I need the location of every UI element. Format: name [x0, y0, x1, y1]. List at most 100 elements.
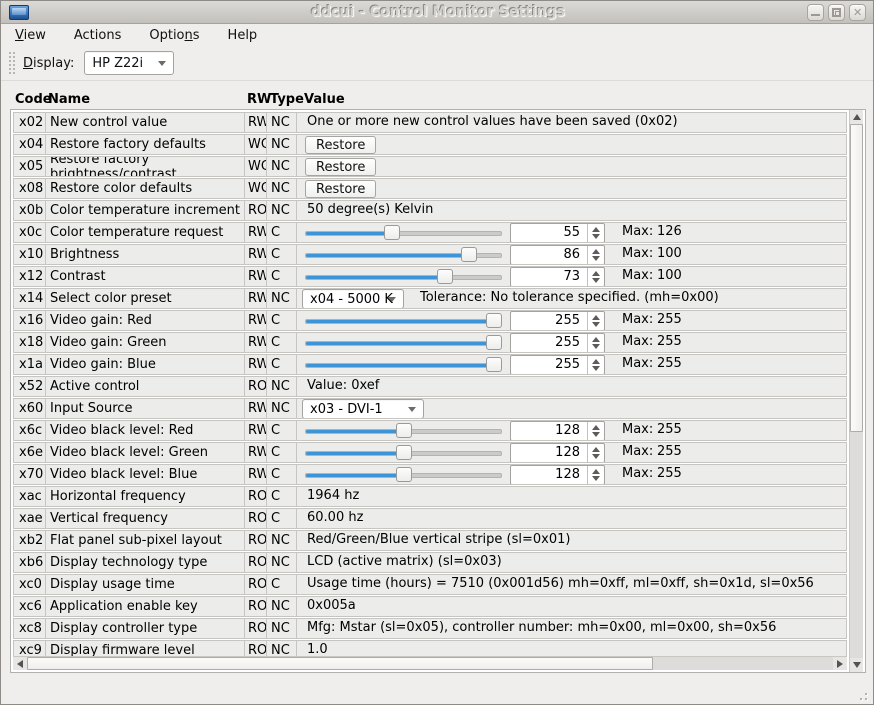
spinbox-down-icon[interactable] [592, 476, 600, 481]
scroll-up-icon[interactable] [853, 114, 861, 120]
value-slider[interactable] [305, 333, 502, 352]
value-spinbox[interactable]: 255 [510, 333, 605, 352]
restore-button[interactable]: Restore [305, 136, 377, 154]
display-combobox[interactable]: HP Z22i [84, 51, 175, 75]
value-text: Red/Green/Blue vertical stripe (sl=0x01) [307, 532, 571, 547]
slider-handle[interactable] [437, 269, 453, 284]
minimize-button[interactable] [807, 4, 824, 21]
scroll-down-icon[interactable] [853, 662, 861, 668]
value-slider[interactable] [305, 355, 502, 374]
value-spinbox[interactable]: 73 [510, 267, 605, 286]
slider-handle[interactable] [486, 357, 502, 372]
spinbox-up-icon[interactable] [592, 271, 600, 276]
horizontal-scrollbar-groove[interactable] [653, 657, 833, 670]
spinbox-up-icon[interactable] [592, 249, 600, 254]
slider-handle[interactable] [486, 313, 502, 328]
vertical-scrollbar-groove[interactable] [850, 432, 863, 658]
value-slider[interactable] [305, 465, 502, 484]
value-spinbox[interactable]: 255 [510, 355, 605, 374]
rw-cell: RW [245, 421, 267, 440]
scroll-left-icon[interactable] [17, 660, 23, 668]
value-spinbox[interactable]: 128 [510, 421, 605, 440]
value-spinbox[interactable]: 128 [510, 465, 605, 484]
value-cell: 128 Max: 255 [297, 443, 846, 462]
slider-handle[interactable] [486, 335, 502, 350]
slider-handle[interactable] [396, 467, 412, 482]
spinbox-down-icon[interactable] [592, 256, 600, 261]
code-cell: x6e [14, 443, 46, 462]
rw-cell: RW [245, 267, 267, 286]
slider-handle[interactable] [461, 247, 477, 262]
value-slider[interactable] [305, 421, 502, 440]
spinbox-up-icon[interactable] [592, 337, 600, 342]
spinbox-down-icon[interactable] [592, 278, 600, 283]
name-cell: Video gain: Green [46, 333, 245, 352]
spinbox-up-icon[interactable] [592, 425, 600, 430]
slider-track[interactable] [305, 231, 502, 236]
horizontal-scrollbar[interactable] [13, 656, 847, 670]
value-combobox[interactable]: x04 - 5000 K [302, 289, 404, 308]
spinbox-down-icon[interactable] [592, 454, 600, 459]
rw-cell: WO [245, 157, 267, 176]
spinbox-down-icon[interactable] [592, 234, 600, 239]
spinbox-down-icon[interactable] [592, 322, 600, 327]
titlebar[interactable]: ddcui - Control Monitor Settings ✕ [1, 1, 873, 24]
close-button[interactable]: ✕ [849, 4, 866, 21]
menu-view[interactable]: View [15, 28, 46, 43]
minimize-icon [811, 8, 820, 16]
slider-track[interactable] [305, 253, 502, 258]
rw-cell: RW [245, 465, 267, 484]
value-cell: 0x005a [297, 597, 846, 616]
combobox-value: x04 - 5000 K [310, 291, 393, 307]
resize-grip[interactable] [854, 687, 867, 700]
vertical-scrollbar-thumb[interactable] [850, 124, 863, 432]
max-label: Max: [622, 444, 654, 459]
code-cell: x14 [14, 289, 46, 308]
menu-actions[interactable]: Actions [73, 28, 122, 43]
slider-track[interactable] [305, 363, 502, 368]
value-slider[interactable] [305, 443, 502, 462]
max-label: Max: [622, 246, 654, 261]
spinbox-up-icon[interactable] [592, 447, 600, 452]
value-slider[interactable] [305, 267, 502, 286]
spinbox-down-icon[interactable] [592, 432, 600, 437]
value-spinbox[interactable]: 86 [510, 245, 605, 264]
slider-track[interactable] [305, 341, 502, 346]
slider-track[interactable] [305, 275, 502, 280]
menu-help[interactable]: Help [227, 28, 258, 43]
table-row: xc6 Application enable key RO NC 0x005a [13, 596, 847, 617]
spinbox-value: 255 [555, 357, 580, 372]
value-spinbox[interactable]: 128 [510, 443, 605, 462]
value-spinbox[interactable]: 255 [510, 311, 605, 330]
slider-handle[interactable] [384, 225, 400, 240]
maximize-button[interactable] [828, 4, 845, 21]
spinbox-down-icon[interactable] [592, 344, 600, 349]
vertical-scrollbar[interactable] [849, 110, 863, 672]
spinbox-up-icon[interactable] [592, 359, 600, 364]
spinbox-up-icon[interactable] [592, 315, 600, 320]
slider-handle[interactable] [396, 445, 412, 460]
type-cell: C [267, 333, 297, 352]
slider-track[interactable] [305, 319, 502, 324]
value-slider[interactable] [305, 311, 502, 330]
value-text: 0x005a [307, 598, 356, 613]
spinbox-value: 128 [555, 445, 580, 460]
spinbox-buttons [587, 312, 604, 330]
value-combobox[interactable]: x03 - DVI-1 [302, 399, 424, 418]
value-cell: 86 Max: 100 [297, 245, 846, 264]
spinbox-up-icon[interactable] [592, 227, 600, 232]
restore-button[interactable]: Restore [305, 180, 377, 198]
spinbox-down-icon[interactable] [592, 366, 600, 371]
scroll-right-icon[interactable] [837, 660, 843, 668]
slider-handle[interactable] [396, 423, 412, 438]
horizontal-scrollbar-thumb[interactable] [27, 657, 653, 670]
value-slider[interactable] [305, 223, 502, 242]
spinbox-up-icon[interactable] [592, 469, 600, 474]
toolbar-grip-handle[interactable] [9, 52, 15, 74]
value-spinbox[interactable]: 55 [510, 223, 605, 242]
menu-options[interactable]: Options [149, 28, 200, 43]
value-slider[interactable] [305, 245, 502, 264]
restore-button[interactable]: Restore [305, 158, 377, 176]
